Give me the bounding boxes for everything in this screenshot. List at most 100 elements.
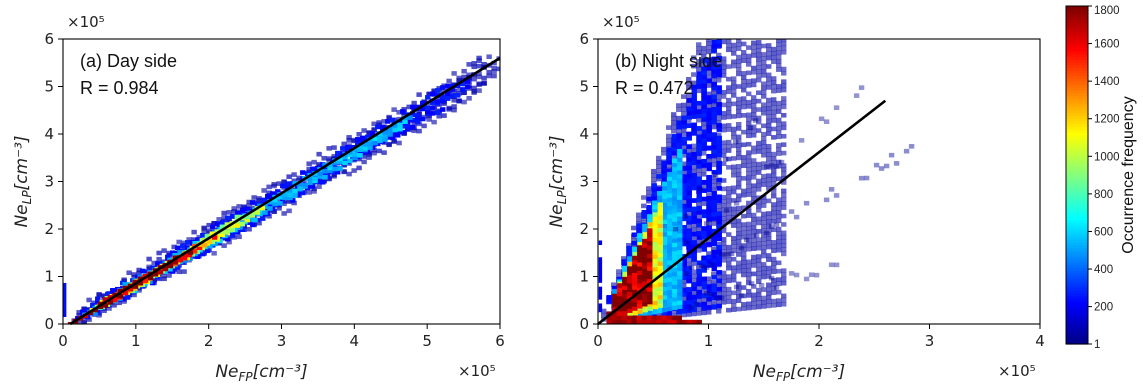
density-cell	[731, 185, 737, 191]
density-cell	[627, 287, 633, 292]
density-cell	[265, 211, 271, 217]
density-cell	[771, 210, 777, 216]
density-cell	[696, 277, 702, 282]
density-cell	[181, 269, 187, 274]
density-cell	[706, 187, 712, 193]
density-cell	[691, 236, 697, 241]
density-cell	[622, 271, 628, 277]
density-cell	[736, 235, 742, 240]
density-cell	[716, 244, 722, 250]
density-cell	[627, 266, 633, 271]
density-cell	[671, 315, 677, 321]
density-cell	[781, 293, 787, 299]
density-cell	[828, 262, 835, 268]
density-cell	[637, 312, 643, 318]
density-cell	[122, 285, 129, 291]
density-cell	[672, 255, 678, 260]
density-cell	[657, 261, 663, 266]
density-cell	[751, 284, 757, 289]
density-cell	[751, 145, 757, 151]
density-cell	[652, 266, 658, 272]
density-cell	[672, 217, 678, 222]
density-cell	[627, 270, 633, 276]
density-cell	[461, 90, 467, 96]
density-cell	[756, 216, 762, 222]
density-cell	[711, 103, 717, 109]
density-cell	[736, 42, 742, 47]
x-tick-label: 3	[925, 332, 935, 350]
density-cell	[666, 315, 672, 321]
density-cell	[741, 176, 747, 181]
density-cell	[307, 180, 313, 186]
density-cell	[711, 153, 717, 158]
colorbar-segment	[1066, 110, 1088, 114]
density-cell	[652, 262, 658, 268]
density-cell	[706, 251, 712, 256]
density-cell	[657, 265, 663, 271]
density-cell	[440, 85, 446, 90]
density-cell	[686, 115, 692, 120]
density-cell	[773, 285, 780, 290]
density-cell	[756, 44, 762, 49]
density-cell	[731, 42, 737, 48]
density-cell	[390, 117, 396, 123]
density-cell	[706, 70, 712, 76]
density-cell	[721, 111, 727, 116]
density-cell	[167, 266, 173, 272]
density-cell	[761, 253, 767, 259]
density-cell	[741, 54, 747, 59]
density-cell	[726, 106, 732, 111]
density-cell	[627, 291, 633, 297]
colorbar-segment	[1066, 104, 1088, 108]
density-cell	[746, 276, 752, 281]
density-cell	[598, 307, 603, 313]
density-cell	[672, 221, 678, 227]
density-cell	[726, 47, 732, 53]
density-cell	[696, 113, 702, 119]
density-cell	[667, 243, 673, 249]
density-cell	[771, 160, 777, 165]
colorbar-tick-label: 1600	[1094, 39, 1120, 51]
density-cell	[756, 98, 762, 104]
density-cell	[686, 93, 692, 99]
density-cell	[598, 274, 603, 279]
density-cell	[731, 240, 737, 245]
density-cell	[746, 280, 752, 286]
density-cell	[316, 184, 322, 189]
density-cell	[286, 174, 292, 179]
density-cell	[706, 128, 712, 134]
density-cell	[681, 199, 687, 204]
density-cell	[706, 39, 712, 42]
density-cell	[657, 223, 663, 229]
colorbar-segment	[1066, 11, 1088, 16]
density-cell	[751, 237, 757, 243]
density-cell	[701, 150, 707, 156]
density-cell	[746, 192, 752, 197]
density-cell	[652, 292, 658, 297]
density-cell	[317, 174, 323, 179]
density-cell	[642, 297, 648, 303]
density-cell	[656, 159, 662, 165]
density-cell	[416, 128, 422, 134]
density-cell	[657, 191, 663, 196]
density-cell	[781, 196, 787, 202]
density-cell	[622, 285, 628, 290]
density-cell	[711, 266, 717, 272]
density-cell	[708, 262, 715, 267]
density-cell	[661, 160, 667, 166]
density-cell	[752, 118, 759, 123]
density-cell	[686, 274, 692, 280]
density-cell	[716, 211, 722, 216]
density-cell	[761, 211, 767, 217]
density-cell	[681, 271, 687, 276]
density-cell	[647, 257, 653, 263]
density-cell	[460, 81, 466, 87]
density-cell	[191, 229, 197, 235]
density-cell	[776, 260, 782, 266]
density-cell	[761, 295, 767, 301]
density-cell	[657, 219, 663, 224]
density-cell	[642, 255, 648, 261]
density-cell	[636, 223, 642, 228]
density-cell	[287, 192, 293, 198]
density-cell	[204, 234, 211, 239]
